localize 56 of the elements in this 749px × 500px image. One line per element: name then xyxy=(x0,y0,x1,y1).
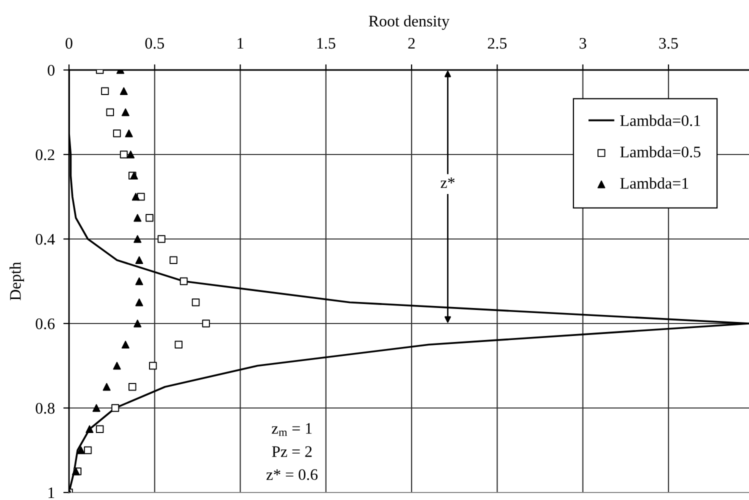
point xyxy=(202,320,210,328)
point xyxy=(126,150,135,158)
legend-label: Lambda=0.1 xyxy=(620,114,700,126)
point xyxy=(192,298,200,306)
point xyxy=(113,362,121,370)
point xyxy=(134,320,142,328)
point xyxy=(180,277,188,286)
point xyxy=(106,108,114,116)
annotation: z* = 0.6 xyxy=(266,469,318,480)
point xyxy=(135,298,144,306)
y-tick-label: 0.8 xyxy=(36,402,54,414)
y-tick-label: 0.2 xyxy=(36,149,54,160)
point xyxy=(134,214,142,222)
point xyxy=(128,382,136,391)
x-tick-label: 2 xyxy=(408,38,415,49)
point xyxy=(120,87,128,96)
y-tick-label: 0.6 xyxy=(36,318,55,330)
annotation: z$_{m}$ = 1 xyxy=(272,423,312,436)
point xyxy=(149,362,157,370)
x-tick-label: 0 xyxy=(66,38,72,49)
point xyxy=(146,214,154,222)
x-tick-label: 3 xyxy=(580,38,586,49)
x-tick-label: 1 xyxy=(238,38,244,49)
point xyxy=(122,340,130,349)
point xyxy=(125,129,133,138)
point xyxy=(111,404,120,412)
y-axis-title: Depth xyxy=(10,262,24,300)
point xyxy=(170,256,178,264)
point xyxy=(158,235,166,243)
annotation: Pz = 2 xyxy=(272,446,312,457)
x-tick-label: 2.5 xyxy=(488,38,507,49)
point xyxy=(174,340,183,349)
point xyxy=(122,108,130,116)
y-tick-label: 1 xyxy=(48,487,54,498)
point xyxy=(101,87,109,96)
point xyxy=(113,129,121,138)
y-tick-label: 0.4 xyxy=(36,234,55,245)
annotation: z* xyxy=(440,177,455,188)
y-tick-label: 0 xyxy=(48,64,54,76)
point xyxy=(92,404,100,412)
legend-label: Lambda=1 xyxy=(620,178,688,189)
point xyxy=(132,192,140,201)
point xyxy=(135,277,144,286)
point xyxy=(134,235,142,243)
legend-label: Lambda=0.5 xyxy=(620,146,700,158)
x-tick-label: 0.5 xyxy=(145,38,164,49)
point xyxy=(84,446,92,454)
point xyxy=(77,446,85,454)
point xyxy=(135,256,144,264)
point xyxy=(96,425,104,434)
x-tick-label: 1.5 xyxy=(317,38,336,49)
x-axis-title: Root density xyxy=(368,15,450,30)
point xyxy=(102,382,111,391)
x-tick-label: 3.5 xyxy=(659,38,678,49)
point xyxy=(86,425,94,434)
point xyxy=(120,150,128,158)
